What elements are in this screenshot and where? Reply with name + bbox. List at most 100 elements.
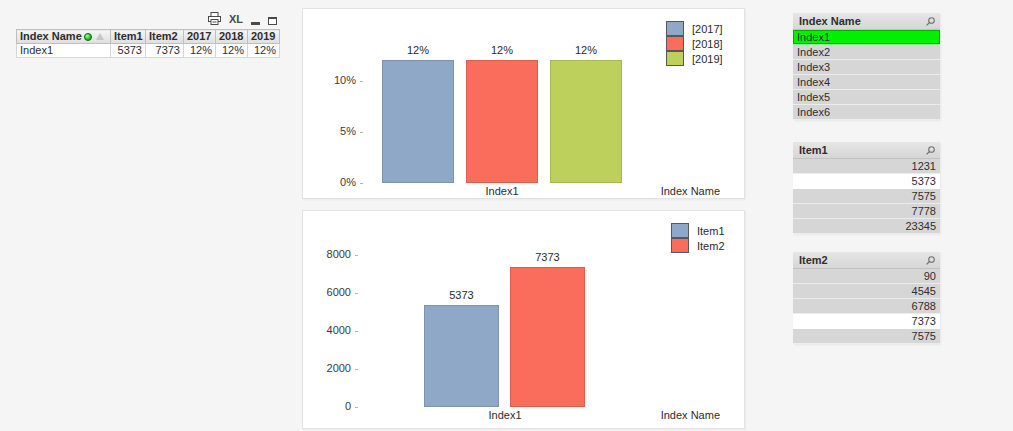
listbox-item2: Item2 904545678873737575 [793,252,940,344]
y-axis-tick-label: 4000 [303,324,351,337]
print-icon [208,12,221,25]
list-item-7778[interactable]: 7778 [793,204,940,219]
list-item-4545[interactable]: 4545 [793,284,940,299]
column-header-index-name[interactable]: Index Name [17,30,111,44]
excel-icon: XL [229,13,243,25]
list-item-index5[interactable]: Index5 [793,90,940,105]
listbox-body: 904545678873737575 [793,269,940,344]
listbox-title: Item2 [799,254,828,266]
table-header-row: Index Name Item1 Item2 2017 2018 2019 [17,30,280,44]
list-item-7373[interactable]: 7373 [793,314,940,329]
y-axis-tick-label: 0 [303,400,351,413]
y-axis-tick [355,407,358,408]
list-item-index6[interactable]: Index6 [793,105,940,120]
legend-item[interactable]: Item1 [671,223,725,238]
x-axis-category-label: Index1 [442,185,562,198]
legend-item[interactable]: Item2 [671,238,725,253]
bar-2018[interactable] [466,60,538,183]
listbox-header[interactable]: Index Name [793,13,940,30]
listbox-body: Index1Index2Index3Index4Index5Index6 [793,30,940,120]
maximize-button[interactable] [268,17,277,25]
bar-2017[interactable] [382,60,454,183]
y-axis-tick [360,132,363,133]
y-axis-tick [360,183,363,184]
search-icon[interactable] [925,16,936,27]
cell-item2: 7373 [146,44,184,58]
cell-2017: 12% [184,44,216,58]
list-item-index3[interactable]: Index3 [793,60,940,75]
list-item-1231[interactable]: 1231 [793,159,940,174]
chart-legend: [2017] [2018] [2019] [666,21,723,66]
x-axis-category-label: Index1 [445,409,565,422]
legend-label: Item2 [697,240,725,252]
legend-swatch [666,36,684,51]
legend-label: [2018] [692,38,723,50]
y-axis-tick [355,331,358,332]
x-axis-dimension-label: Index Name [661,185,720,198]
maximize-icon [268,17,277,25]
legend-item[interactable]: [2019] [666,51,723,66]
list-item-index1[interactable]: Index1 [793,30,940,45]
y-axis-tick-label: 0% [303,176,356,189]
y-axis-tick [355,255,358,256]
x-axis-dimension-label: Index Name [661,409,720,422]
list-item-90[interactable]: 90 [793,269,940,284]
search-icon[interactable] [925,145,936,156]
cell-item1: 5373 [111,44,146,58]
chart-legend: Item1 Item2 [671,223,725,253]
listbox-header[interactable]: Item1 [793,142,940,159]
listbox-title: Item1 [799,144,828,156]
column-header-2019[interactable]: 2019 [248,30,280,44]
minimize-button[interactable] [251,22,260,25]
straight-table-object: XL Index Name Item1 Item2 2017 2018 [16,10,279,58]
bar-Item1[interactable] [424,305,499,407]
y-axis-tick-label: 8000 [303,248,351,261]
sort-indicator-icon [96,33,104,40]
list-item-6788[interactable]: 6788 [793,299,940,314]
legend-label: [2017] [692,23,723,35]
legend-item[interactable]: [2018] [666,36,723,51]
list-item-index2[interactable]: Index2 [793,45,940,60]
y-axis-tick-label: 2000 [303,362,351,375]
print-button[interactable] [208,12,221,25]
cell-index-name[interactable]: Index1 [17,44,111,58]
cell-2019: 12% [248,44,280,58]
y-axis-tick [355,293,358,294]
bar-value-label: 5373 [409,289,514,302]
list-item-23345[interactable]: 23345 [793,219,940,234]
bar-Item2[interactable] [510,267,585,407]
export-excel-button[interactable]: XL [229,13,243,25]
column-header-item2[interactable]: Item2 [146,30,184,44]
listbox-item1: Item1 123153737575777823345 [793,142,940,234]
legend-label: Item1 [697,225,725,237]
selection-indicator-icon [84,33,92,41]
y-axis-tick [360,81,363,82]
bar-value-label: 7373 [495,251,600,264]
legend-swatch [671,223,689,238]
listbox-body: 123153737575777823345 [793,159,940,234]
column-header-2017[interactable]: 2017 [184,30,216,44]
list-item-5373[interactable]: 5373 [793,174,940,189]
legend-label: [2019] [692,53,723,65]
legend-swatch [666,51,684,66]
column-header-label: Index Name [20,30,82,43]
bar-2019[interactable] [550,60,622,183]
listbox-title: Index Name [799,15,861,27]
straight-table: Index Name Item1 Item2 2017 2018 2019 In… [16,29,280,58]
list-item-7575[interactable]: 7575 [793,329,940,344]
legend-item[interactable]: [2017] [666,21,723,36]
listbox-index-name: Index Name Index1Index2Index3Index4Index… [793,13,940,120]
listbox-header[interactable]: Item2 [793,252,940,269]
list-item-index4[interactable]: Index4 [793,75,940,90]
column-header-item1[interactable]: Item1 [111,30,146,44]
y-axis-tick-label: 6000 [303,286,351,299]
list-item-7575[interactable]: 7575 [793,189,940,204]
y-axis-tick-label: 10% [303,74,356,87]
column-header-2018[interactable]: 2018 [216,30,248,44]
percent-bar-chart: 0%5%10%12%12%12%Index1Index Name[2017][2… [302,8,745,199]
value-bar-chart: 0 2000 4000 6000 8000 5373 7373 Index1 Index Nam… [302,210,745,429]
search-icon[interactable] [925,255,936,266]
y-axis-tick-label: 5% [303,125,356,138]
y-axis-tick [355,369,358,370]
minimize-icon [251,22,260,25]
